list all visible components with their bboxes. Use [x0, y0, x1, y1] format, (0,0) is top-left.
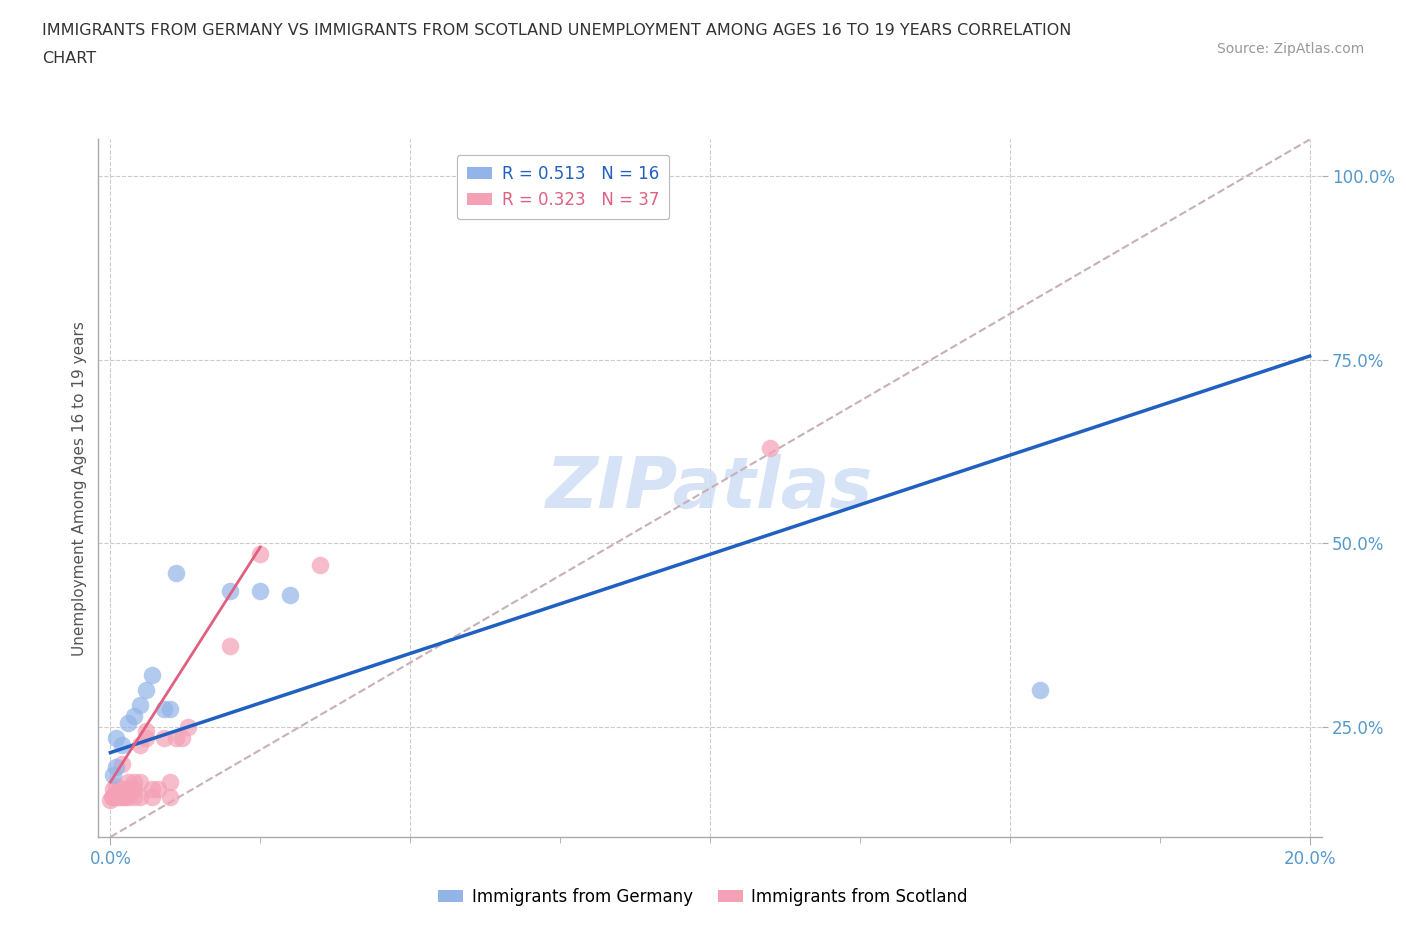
Point — [759, 441, 782, 456]
Point — [249, 547, 271, 562]
Point — [153, 701, 176, 716]
Point — [148, 782, 170, 797]
Point — [129, 790, 152, 804]
Legend: R = 0.513   N = 16, R = 0.323   N = 37: R = 0.513 N = 16, R = 0.323 N = 37 — [457, 154, 669, 219]
Point — [111, 790, 134, 804]
Point — [135, 724, 157, 738]
Point — [117, 790, 139, 804]
Point — [105, 790, 128, 804]
Point — [129, 775, 152, 790]
Point — [111, 756, 134, 771]
Point — [117, 775, 139, 790]
Point — [111, 782, 134, 797]
Point — [124, 709, 146, 724]
Point — [135, 730, 157, 745]
Point — [105, 730, 128, 745]
Point — [101, 790, 124, 804]
Point — [111, 737, 134, 752]
Point — [309, 558, 332, 573]
Point — [108, 790, 131, 804]
Point — [129, 737, 152, 752]
Point — [117, 716, 139, 731]
Point — [141, 782, 163, 797]
Point — [249, 584, 271, 599]
Point — [124, 790, 146, 804]
Point — [141, 790, 163, 804]
Point — [124, 782, 146, 797]
Point — [177, 720, 200, 735]
Point — [153, 730, 176, 745]
Point — [1029, 683, 1052, 698]
Point — [141, 668, 163, 683]
Point — [219, 584, 242, 599]
Point — [100, 793, 122, 808]
Point — [278, 587, 301, 602]
Text: CHART: CHART — [42, 51, 96, 66]
Point — [219, 639, 242, 654]
Point — [105, 778, 128, 793]
Point — [165, 565, 187, 580]
Point — [124, 775, 146, 790]
Point — [135, 683, 157, 698]
Point — [117, 782, 139, 797]
Point — [114, 790, 136, 804]
Point — [103, 790, 125, 804]
Text: ZIPatlas: ZIPatlas — [547, 454, 873, 523]
Text: Source: ZipAtlas.com: Source: ZipAtlas.com — [1216, 42, 1364, 56]
Text: IMMIGRANTS FROM GERMANY VS IMMIGRANTS FROM SCOTLAND UNEMPLOYMENT AMONG AGES 16 T: IMMIGRANTS FROM GERMANY VS IMMIGRANTS FR… — [42, 23, 1071, 38]
Point — [159, 775, 181, 790]
Point — [159, 701, 181, 716]
Point — [103, 782, 125, 797]
Point — [165, 730, 187, 745]
Point — [117, 782, 139, 797]
Point — [159, 790, 181, 804]
Y-axis label: Unemployment Among Ages 16 to 19 years: Unemployment Among Ages 16 to 19 years — [72, 321, 87, 656]
Point — [103, 767, 125, 782]
Point — [172, 730, 194, 745]
Legend: Immigrants from Germany, Immigrants from Scotland: Immigrants from Germany, Immigrants from… — [432, 881, 974, 912]
Point — [129, 698, 152, 712]
Point — [105, 760, 128, 775]
Point — [105, 786, 128, 801]
